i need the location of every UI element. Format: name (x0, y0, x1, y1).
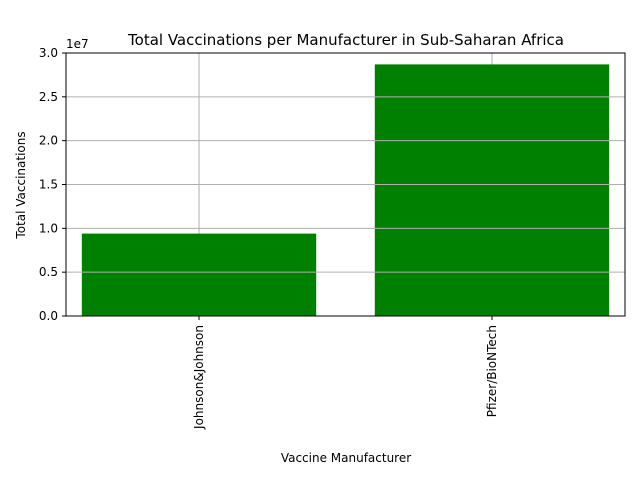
y-tick-label: 2.0 (39, 134, 58, 148)
y-tick-label: 1.0 (39, 221, 58, 235)
x-tick-label: Pfizer/BioNTech (485, 325, 499, 417)
x-tick-label: Johnson&Johnson (192, 325, 206, 430)
chart-title: Total Vaccinations per Manufacturer in S… (127, 31, 564, 49)
bar-Johnson&Johnson (81, 233, 317, 316)
bars (81, 64, 610, 316)
y-tick-label: 2.5 (39, 90, 58, 104)
y-tick-label: 1.5 (39, 178, 58, 192)
y-axis-label: Total Vaccinations (14, 131, 28, 239)
y-tick-label: 0.5 (39, 265, 58, 279)
x-axis-label: Vaccine Manufacturer (281, 451, 411, 465)
y-tick-label: 3.0 (39, 46, 58, 60)
bar-Pfizer/BioNTech (374, 64, 610, 316)
y-tick-label: 0.0 (39, 309, 58, 323)
y-offset-label: 1e7 (66, 37, 89, 51)
y-ticks: 0.0 0.5 1.0 1.5 2.0 2.5 3.0 (39, 46, 66, 323)
x-ticks: Johnson&Johnson Pfizer/BioNTech (192, 316, 499, 430)
